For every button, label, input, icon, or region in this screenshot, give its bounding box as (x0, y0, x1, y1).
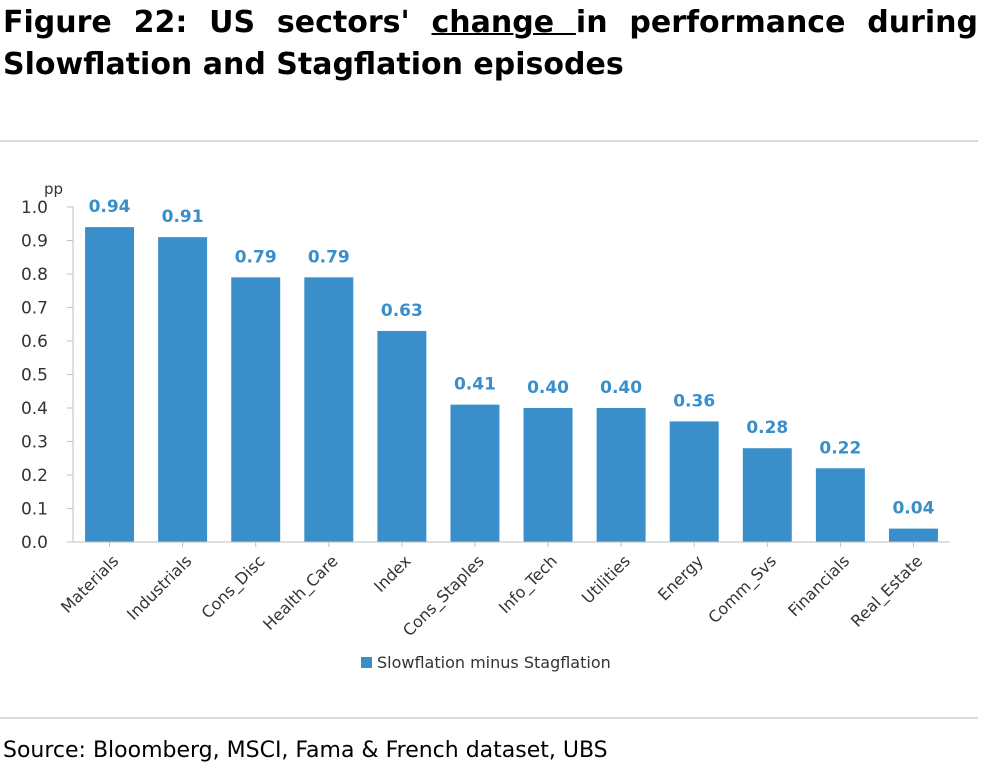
x-tick-label: Financials (784, 551, 853, 620)
bar (596, 408, 646, 542)
data-label: 0.36 (673, 391, 715, 411)
data-label: 0.91 (162, 207, 204, 227)
bottom-divider (0, 717, 978, 719)
y-tick-label: 0.2 (21, 466, 48, 486)
y-tick-label: 1.0 (21, 198, 48, 218)
title-text-end: in performance during Slowflation and St… (3, 5, 978, 82)
y-tick-label: 0.1 (21, 500, 48, 520)
y-tick-label: 0.6 (21, 332, 48, 352)
y-tick-label: 0.7 (21, 299, 48, 319)
data-label: 0.94 (89, 197, 131, 217)
x-tick-label: Health_Care (259, 551, 342, 634)
figure-title: Figure 22: US sectors' change in perform… (3, 2, 978, 86)
y-tick-label: 0.5 (21, 366, 48, 386)
bar (815, 468, 865, 542)
bar (450, 404, 500, 542)
y-tick-label: 0.8 (21, 265, 48, 285)
x-tick-label: Materials (57, 551, 122, 616)
x-tick-label: Energy (654, 551, 707, 604)
data-label: 0.04 (892, 499, 934, 519)
bar-series: 0.94 0.91 0.79 0.79 0.63 0.41 0.40 0.40 0.36 0.28… (85, 197, 938, 542)
data-label: 0.40 (527, 378, 569, 398)
x-tick-label: Index (370, 551, 415, 596)
x-tick-label: Real_Estate (847, 551, 927, 631)
data-label: 0.40 (600, 378, 642, 398)
y-axis: pp 0.0 0.1 0.2 0.3 0.4 0.5 0.6 0.7 0.8 0.9 1.0 (21, 180, 74, 553)
bar (742, 448, 792, 542)
legend: Slowflation minus Stagflation (361, 653, 611, 672)
bar (669, 421, 719, 542)
bar-chart: pp 0.0 0.1 0.2 0.3 0.4 0.5 0.6 0.7 0.8 0.9 1.0 0.94… (21, 180, 950, 672)
bar (85, 227, 135, 542)
title-text-start: Figure 22: US sectors' (3, 5, 432, 40)
bar (304, 277, 354, 542)
legend-label: Slowflation minus Stagflation (377, 653, 611, 672)
x-tick-label: Utilities (578, 551, 634, 607)
y-tick-label: 0.9 (21, 232, 48, 252)
bar (888, 528, 938, 542)
y-tick-label: 0.3 (21, 433, 48, 453)
y-tick-label: 0.0 (21, 533, 48, 553)
data-label: 0.79 (235, 247, 277, 267)
bar (231, 277, 281, 542)
x-tick-label: Industrials (123, 551, 195, 623)
bar (523, 408, 573, 542)
data-label: 0.28 (746, 418, 788, 438)
bar (158, 237, 208, 542)
x-tick-label: Info_Tech (495, 551, 562, 618)
data-label: 0.63 (381, 301, 423, 321)
top-divider (0, 140, 978, 142)
source-note: Source: Bloomberg, MSCI, Fama & French d… (3, 738, 608, 763)
bar (377, 330, 427, 542)
x-tick-label: Comm_Svs (704, 551, 780, 627)
title-underlined-word: change (431, 5, 576, 40)
legend-swatch (361, 657, 372, 668)
data-label: 0.22 (819, 438, 861, 458)
y-tick-label: 0.4 (21, 399, 48, 419)
x-tick-label: Cons_Disc (198, 551, 270, 623)
y-axis-unit-label: pp (44, 180, 63, 198)
data-label: 0.79 (308, 247, 350, 267)
x-axis: Materials Industrials Cons_DiscHealth_Care… (57, 541, 950, 641)
data-label: 0.41 (454, 375, 496, 395)
